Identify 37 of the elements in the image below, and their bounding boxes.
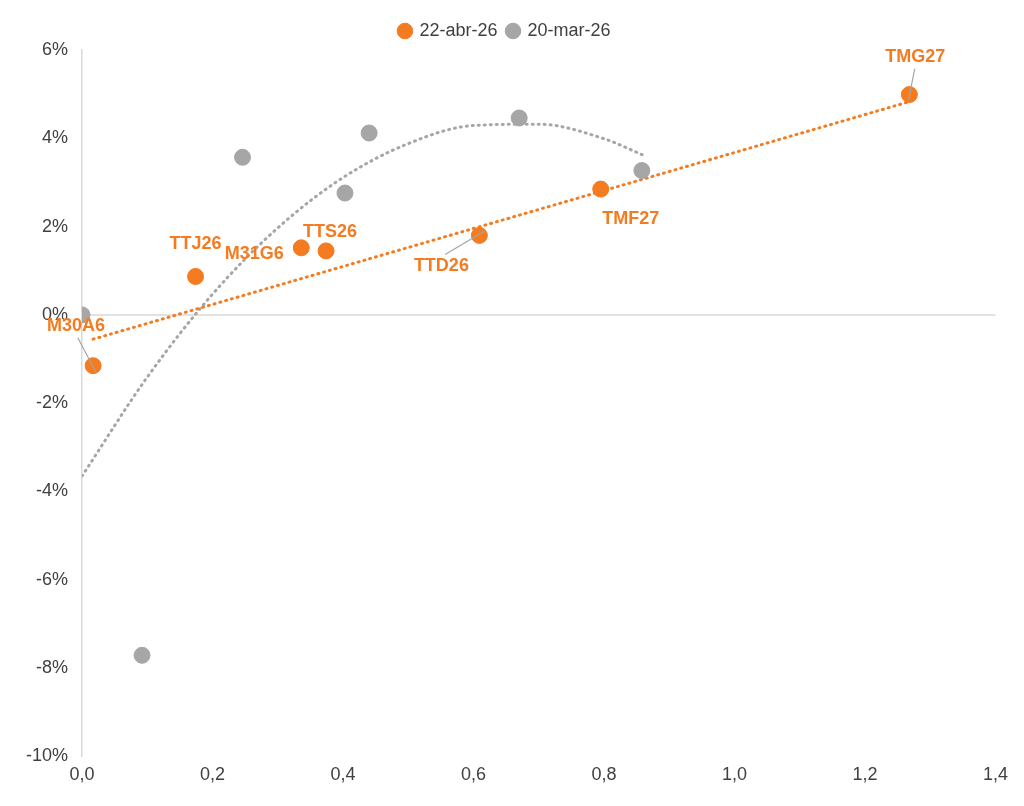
annotation: TTS26 <box>303 220 358 241</box>
point <box>592 180 610 198</box>
point <box>84 357 102 375</box>
x-tick-label: 0,4 <box>330 764 356 785</box>
y-tick-label: -2% <box>36 392 69 413</box>
point <box>510 109 528 127</box>
x-tick-label: 0,0 <box>69 764 95 785</box>
x-tick-label: 1,2 <box>852 764 878 785</box>
point <box>360 124 378 142</box>
y-tick-label: 4% <box>42 127 69 148</box>
point <box>900 86 918 104</box>
annotation: M31G6 <box>224 242 284 263</box>
point <box>292 239 310 257</box>
annotation: TMG27 <box>885 45 946 66</box>
annotation: TTJ26 <box>169 233 222 254</box>
point <box>234 148 252 166</box>
legend-label: 22-abr-26 <box>419 19 498 40</box>
point <box>633 162 651 180</box>
annotation: TTD26 <box>413 255 469 276</box>
x-tick-label: 1,0 <box>721 764 748 785</box>
x-tick-label: 0,8 <box>591 764 617 785</box>
y-tick-label: -10% <box>25 745 69 766</box>
point <box>317 242 335 260</box>
annotation: TMF27 <box>602 208 660 229</box>
x-tick-label: 0,2 <box>200 764 226 785</box>
point <box>470 226 488 244</box>
point <box>336 184 354 202</box>
point <box>133 646 151 664</box>
point <box>187 267 205 285</box>
x-tick-label: 1,4 <box>982 764 1008 785</box>
x-tick-label: 0,6 <box>460 764 487 785</box>
y-tick-label: -8% <box>36 657 69 678</box>
y-tick-label: -6% <box>36 568 69 589</box>
y-tick-label: -4% <box>36 480 69 501</box>
y-tick-label: 2% <box>42 215 69 236</box>
legend-label: 20-mar-26 <box>527 19 611 40</box>
y-tick-label: 6% <box>42 38 69 59</box>
